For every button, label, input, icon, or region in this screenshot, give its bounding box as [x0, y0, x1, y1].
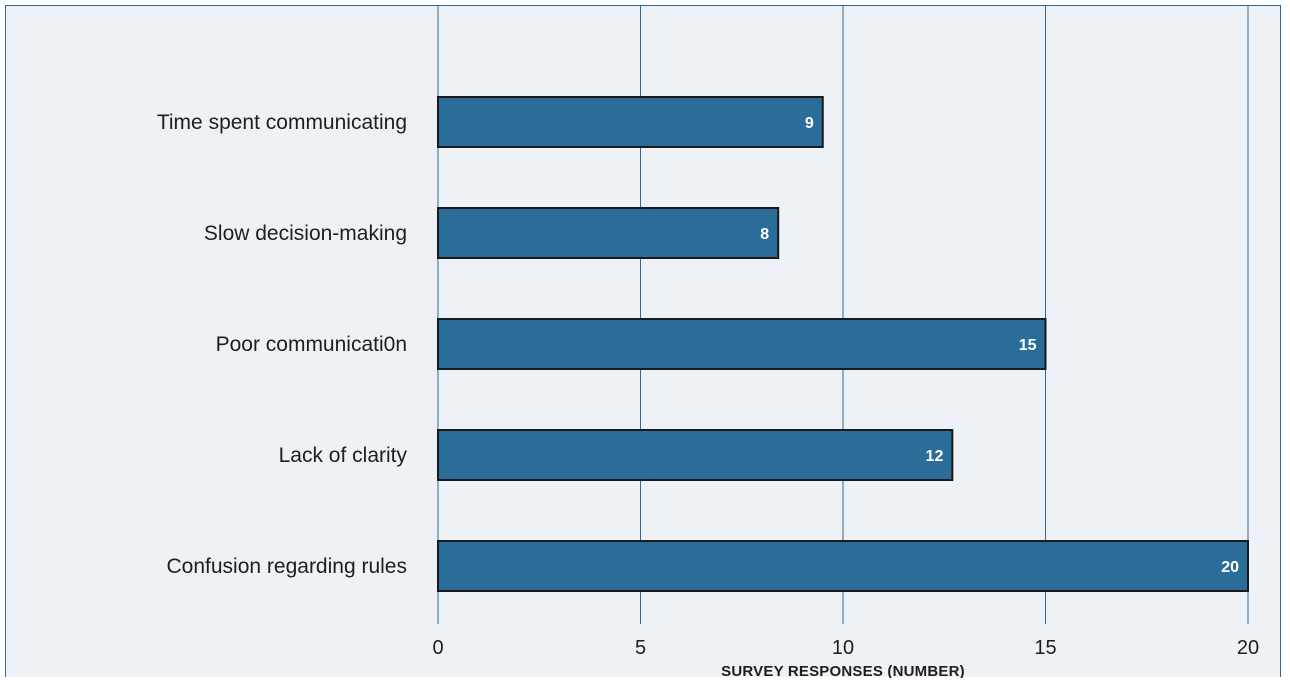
data-label: 20 [1221, 559, 1239, 576]
x-tick-label: 15 [1034, 637, 1056, 659]
category-label: Lack of clarity [279, 444, 408, 467]
x-tick-label: 0 [432, 637, 443, 659]
bar [437, 207, 780, 259]
x-tick-label: 10 [832, 637, 854, 659]
x-tick-label: 20 [1237, 637, 1259, 659]
bar [437, 429, 954, 481]
x-axis-title: SURVEY RESPONSES (NUMBER) [721, 663, 965, 678]
bar-chart: 0 5 10 15 20 Time spent communicating 9 Slow de… [157, 6, 1259, 678]
bars [437, 96, 1249, 592]
bar [437, 318, 1047, 370]
data-label: 8 [760, 226, 769, 243]
category-label: Poor communicati0n [216, 333, 407, 356]
bar [437, 540, 1249, 592]
category-label: Time spent communicating [157, 111, 407, 134]
bar [437, 96, 824, 148]
chart-frame: 0 5 10 15 20 Time spent communicating 9 Slow de… [5, 5, 1281, 678]
data-label: 12 [926, 448, 944, 465]
data-label: 15 [1019, 337, 1037, 354]
labels: 0 5 10 15 20 Time spent communicating 9 Slow de… [157, 111, 1259, 659]
x-tick-label: 5 [635, 637, 646, 659]
category-label: Slow decision-making [204, 222, 407, 245]
data-label: 9 [805, 115, 814, 132]
category-label: Confusion regarding rules [167, 555, 407, 578]
